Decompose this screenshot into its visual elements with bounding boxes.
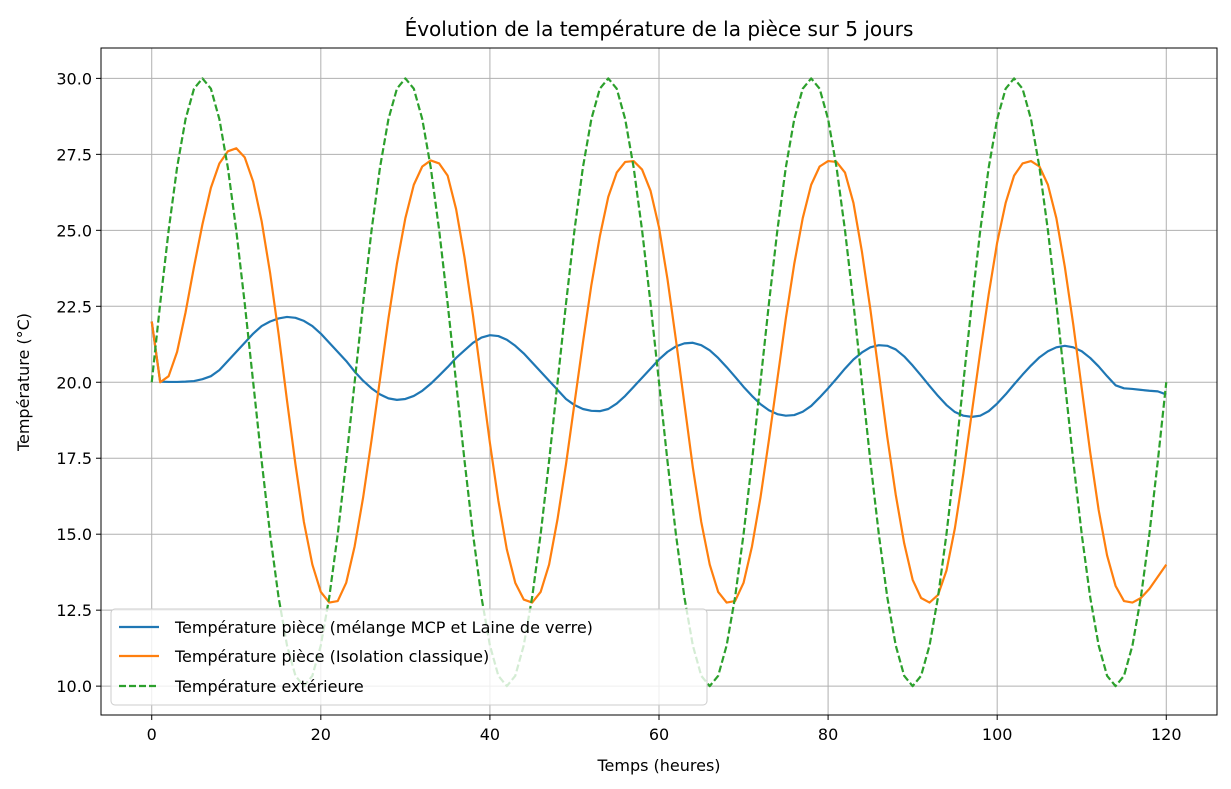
y-tick-label: 20.0: [56, 373, 92, 392]
legend-label-exterieure: Température extérieure: [174, 677, 364, 696]
y-tick-label: 10.0: [56, 677, 92, 696]
axis-ticks: 0 20 40 60 80 100 120 10.0 12.5 15.0 17.5 20.0 22.5 2…: [56, 69, 1181, 744]
x-tick-label: 40: [480, 725, 500, 744]
chart-title: Évolution de la température de la pièce …: [405, 17, 914, 41]
x-tick-label: 60: [649, 725, 669, 744]
y-tick-label: 15.0: [56, 525, 92, 544]
y-tick-label: 25.0: [56, 221, 92, 240]
legend: Température pièce (mélange MCP et Laine …: [110, 608, 708, 706]
series-line-mcp: [150, 315, 1167, 418]
x-tick-label: 120: [1151, 725, 1182, 744]
x-tick-label: 100: [982, 725, 1013, 744]
legend-label-classique: Température pièce (Isolation classique): [174, 647, 489, 666]
x-tick-label: 20: [311, 725, 331, 744]
y-tick-label: 30.0: [56, 69, 92, 88]
legend-box: [110, 608, 708, 706]
y-tick-label: 12.5: [56, 601, 92, 620]
y-tick-label: 22.5: [56, 297, 92, 316]
x-axis-title: Temps (heures): [596, 756, 720, 775]
y-tick-label: 17.5: [56, 449, 92, 468]
y-tick-label: 27.5: [56, 145, 92, 164]
x-tick-label: 80: [818, 725, 838, 744]
y-axis-title: Température (°C): [14, 313, 33, 452]
series-line-classique: [150, 147, 1168, 604]
legend-label-mcp: Température pièce (mélange MCP et Laine …: [174, 618, 593, 637]
x-tick-label: 0: [147, 725, 157, 744]
